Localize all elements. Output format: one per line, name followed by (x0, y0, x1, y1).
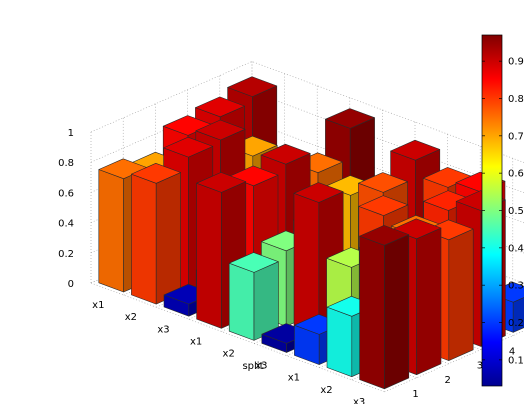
bar-top-face (195, 96, 245, 118)
bar-r1-c9 (359, 225, 410, 390)
bars-group (98, 76, 524, 390)
bar-top-face (358, 195, 409, 216)
bar-r1-c2 (131, 163, 181, 305)
z-tick-label: 0.8 (58, 158, 74, 169)
bar-top-face (260, 143, 311, 165)
x-tick-label: x2 (125, 312, 137, 323)
z-tick-label: 0 (68, 279, 74, 290)
bar-top-face (227, 76, 278, 97)
bar-side-face (416, 227, 442, 375)
colorbar-tick-label: 0.2 (508, 318, 524, 329)
colorbar-tick-label: 0.1 (508, 355, 524, 366)
bar-front-face (131, 173, 157, 305)
bar-side-face (155, 172, 181, 305)
colorbar-tick-label: 0.8 (508, 94, 524, 105)
axis-ticks: 00.20.40.60.81x1x2x3x1x2x3x1x2x312345 (58, 128, 515, 404)
z-tick-label: 1 (68, 128, 74, 139)
y-tick-label: 4 (509, 347, 515, 358)
bar-top-face (390, 139, 441, 161)
colorbar-tick-label: 0.7 (508, 131, 524, 142)
y-tick-label: 3 (477, 361, 483, 372)
bar-front-face (98, 169, 124, 293)
x-tick-label: x2 (223, 348, 235, 359)
x-tick-label: x1 (92, 300, 104, 311)
bar-top-face (163, 136, 214, 158)
bar-r1-c4 (196, 172, 247, 329)
x-tick-label: x1 (288, 373, 300, 384)
x-tick-label: x1 (190, 336, 202, 347)
bar-side-face (512, 297, 524, 333)
x-tick-label: x3 (157, 324, 169, 335)
x-tick-label: x3 (255, 361, 267, 372)
bar-top-face (293, 182, 344, 203)
gridline-floor-x-9 (384, 330, 524, 393)
bar-r1-c5 (228, 252, 279, 341)
bar-front-face (228, 262, 255, 341)
colorbar-tick-label: 0.3 (508, 281, 524, 292)
x-tick-label: x2 (320, 385, 332, 396)
bar-front-face (196, 182, 222, 329)
z-tick-label: 0.2 (58, 249, 74, 260)
bar-top-face (358, 172, 408, 193)
colorbar: 0.1 0.2 0.3 0.4 0.5 0.6 0.7 0.8 0.9 (481, 34, 524, 387)
x-tick-label: x3 (353, 397, 365, 404)
y-tick-label: 2 (445, 375, 451, 386)
bar-top-face (196, 172, 247, 193)
y-tick-label: 1 (412, 389, 418, 400)
bar-top-face (131, 163, 181, 184)
bar-top-face (228, 252, 279, 273)
bar-front-face (326, 306, 353, 377)
x-axis-label: split (242, 361, 263, 372)
bar-top-face (359, 225, 410, 246)
z-tick-label: 0.6 (58, 188, 74, 199)
bar-side-face (448, 228, 474, 361)
gridline-z-5 (90, 61, 524, 163)
z-tick-label: 0.4 (58, 219, 74, 230)
colorbar-tick-label: 0.4 (508, 243, 524, 254)
bar-top-face (195, 119, 246, 141)
colorbar-tick-label: 0.9 (508, 57, 524, 68)
bar-side-face (384, 234, 410, 390)
gridline-floor-y-0 (90, 282, 385, 393)
bar-front-face (359, 235, 385, 390)
colorbar-tick-label: 0.6 (508, 169, 524, 180)
bar-top-face (325, 108, 375, 129)
colorbar-tick-label: 0.5 (508, 206, 524, 217)
